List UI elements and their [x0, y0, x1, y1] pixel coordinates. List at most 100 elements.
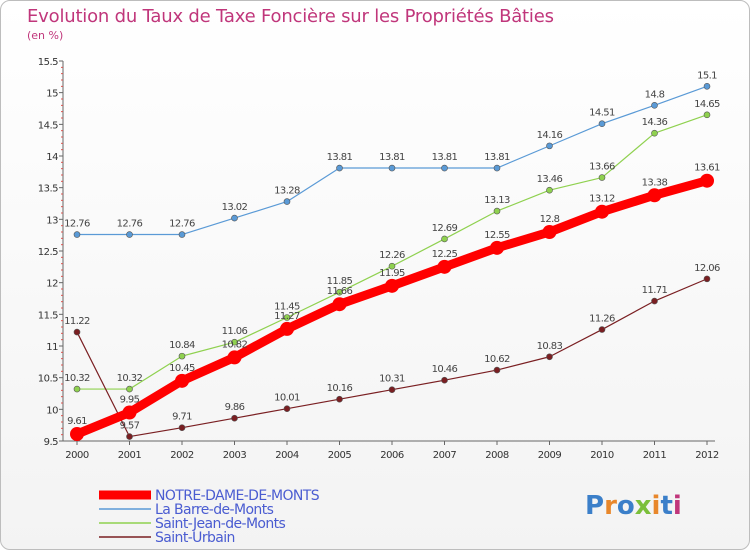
data-point [490, 240, 504, 255]
data-point [178, 352, 186, 360]
data-point [336, 395, 343, 403]
data-point [493, 164, 501, 172]
data-point [546, 353, 553, 361]
y-tick-label: 9.5 [44, 437, 59, 448]
data-label: 9.95 [120, 395, 140, 406]
data-point [441, 164, 448, 172]
data-point [598, 174, 606, 181]
data-label: 9.61 [67, 416, 87, 427]
data-point [700, 173, 714, 188]
chart-title: Evolution du Taux de Taxe Foncière sur l… [27, 6, 554, 27]
data-label: 10.45 [169, 363, 195, 374]
data-point [280, 321, 294, 336]
data-point [493, 366, 501, 374]
data-label: 14.65 [694, 99, 720, 110]
x-tick-label: 2000 [65, 450, 89, 461]
data-label: 13.38 [642, 177, 668, 188]
x-tick-label: 2005 [328, 450, 352, 461]
data-label: 11.66 [327, 286, 353, 297]
data-point [703, 275, 711, 283]
data-point [598, 326, 606, 333]
x-tick-label: 2003 [223, 450, 247, 461]
x-tick-label: 2007 [433, 450, 457, 461]
y-tick-label: 14 [46, 152, 58, 163]
data-point [441, 376, 448, 384]
data-point [388, 262, 396, 270]
data-point [332, 297, 347, 312]
data-label: 11.27 [274, 311, 300, 322]
data-point [647, 188, 662, 203]
data-label: 11.22 [64, 316, 90, 327]
data-label: 13.66 [589, 162, 615, 173]
y-tick-label: 13.5 [38, 184, 58, 195]
y-tick-label: 15.5 [38, 57, 58, 68]
y-tick-label: 12 [46, 279, 58, 290]
proxiti-logo: Proxiti [585, 491, 682, 521]
y-tick-label: 11 [46, 342, 58, 353]
data-point [227, 350, 242, 365]
data-label: 12.76 [64, 219, 90, 230]
data-point [388, 164, 396, 172]
logo-letter: r [604, 491, 617, 521]
data-label: 15.1 [697, 70, 717, 81]
data-point [493, 207, 501, 215]
data-point [336, 288, 343, 296]
data-point [388, 386, 396, 394]
y-tick-label: 11.5 [38, 310, 58, 321]
x-tick-label: 2006 [380, 450, 404, 461]
data-point [651, 297, 658, 305]
data-label: 10.01 [274, 393, 300, 404]
data-point [73, 328, 81, 336]
x-tick-label: 2009 [538, 450, 562, 461]
data-label: 13.28 [274, 186, 300, 197]
y-tick-label: 13 [46, 215, 58, 226]
data-point [178, 231, 186, 238]
data-label: 9.71 [172, 412, 192, 423]
data-label: 14.36 [642, 117, 668, 128]
data-point [336, 164, 343, 172]
data-label: 9.86 [225, 402, 245, 413]
data-label: 13.81 [484, 152, 510, 163]
data-label: 10.16 [327, 383, 353, 394]
data-label: 13.12 [589, 194, 615, 205]
data-label: 10.32 [117, 373, 143, 384]
data-label: 9.57 [120, 421, 140, 432]
data-label: 11.95 [379, 268, 405, 279]
data-label: 12.76 [117, 219, 143, 230]
data-point [651, 129, 658, 137]
data-label: 12.76 [169, 219, 195, 230]
y-tick-label: 15 [46, 89, 58, 100]
legend-label: Saint-Urbain [155, 530, 235, 546]
data-label: 13.81 [432, 152, 458, 163]
data-point [231, 338, 238, 346]
data-point [122, 405, 137, 420]
x-tick-label: 2004 [275, 450, 299, 461]
data-label: 14.51 [589, 108, 615, 119]
data-label: 13.02 [222, 202, 248, 213]
data-point [283, 198, 291, 205]
data-label: 12.06 [694, 263, 720, 274]
data-label: 13.46 [537, 174, 563, 185]
data-point [283, 405, 291, 413]
data-label: 12.25 [432, 249, 458, 260]
data-label: 14.8 [645, 89, 665, 100]
x-tick-label: 2002 [170, 450, 194, 461]
legend-label: La Barre-de-Monts [155, 502, 274, 518]
data-label: 10.83 [537, 341, 563, 352]
data-label: 13.81 [379, 152, 405, 163]
x-tick-label: 2008 [485, 450, 509, 461]
data-label: 11.06 [222, 326, 248, 337]
data-point [546, 186, 553, 194]
legend-label: Saint-Jean-de-Monts [155, 516, 286, 532]
data-point [651, 102, 658, 109]
x-tick-label: 2012 [695, 450, 719, 461]
chart-subtitle: (en %) [27, 29, 64, 42]
data-point [385, 278, 399, 293]
data-point [73, 231, 81, 238]
data-point [175, 373, 189, 388]
x-tick-label: 2001 [118, 450, 142, 461]
data-point [437, 259, 452, 274]
data-label: 13.81 [327, 152, 353, 163]
legend-label: NOTRE-DAME-DE-MONTS [155, 488, 320, 504]
